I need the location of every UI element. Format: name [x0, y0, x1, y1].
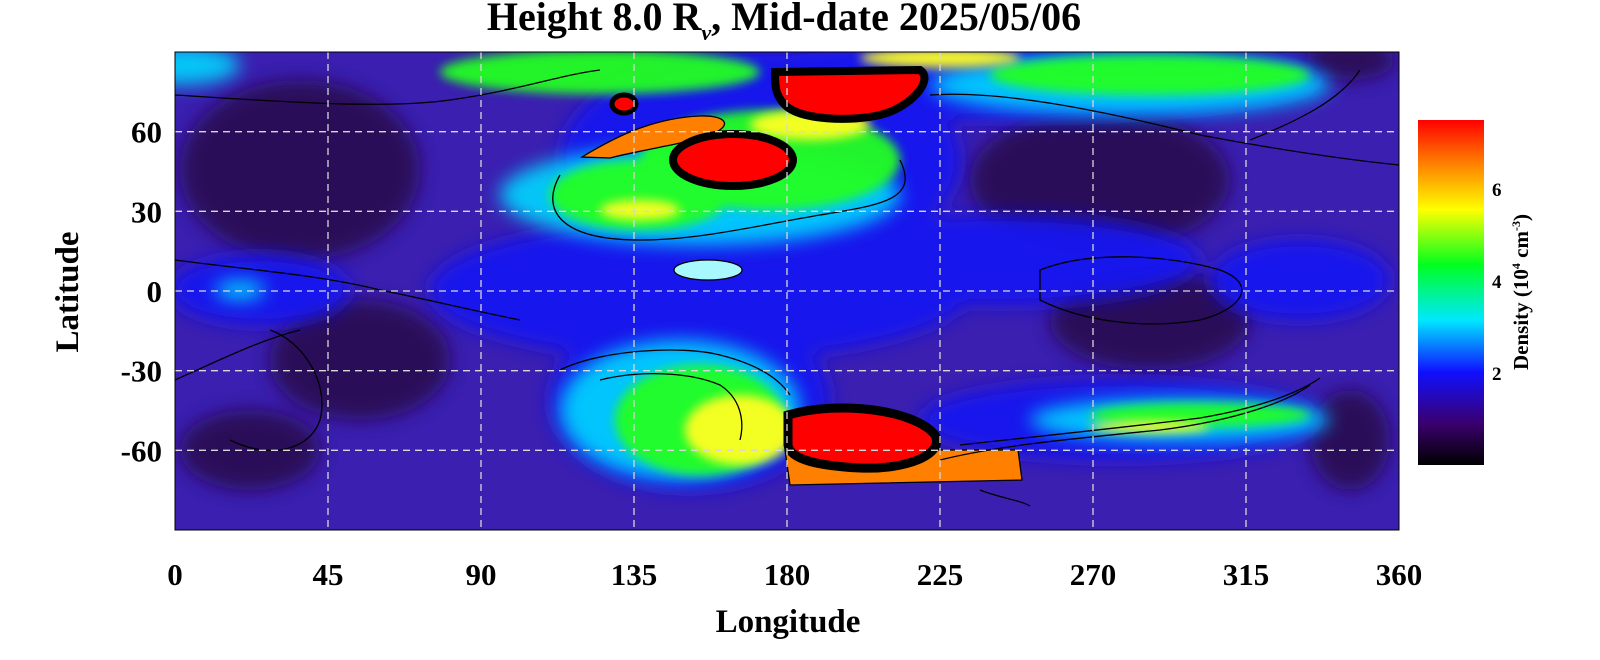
x-tick-label: 90: [466, 557, 497, 592]
density-field: [175, 52, 1399, 530]
y-tick-label: 60: [131, 115, 162, 150]
y-tick-label: 0: [147, 274, 163, 309]
colorbar: 2 4 6 Density (104 cm-3): [1418, 120, 1533, 465]
colorbar-tick-label: 4: [1492, 272, 1502, 293]
gridlines: [175, 52, 1399, 530]
x-tick-label: 180: [764, 557, 811, 592]
plot-frame: [174, 51, 1400, 531]
colorbar-tick-label: 6: [1492, 180, 1502, 201]
x-tick-label: 45: [313, 557, 344, 592]
colorbar-label: Density (104 cm-3): [1509, 214, 1533, 370]
contour-lines: [175, 69, 1399, 507]
x-tick-label: 315: [1223, 557, 1270, 592]
y-axis-label: Latitude: [50, 231, 86, 352]
colorbar-tick-label: 2: [1492, 364, 1502, 385]
high-density-blobs: [609, 65, 941, 473]
x-tick-label: 225: [917, 557, 964, 592]
chart-title: Height 8.0 Rν, Mid-date 2025/05/06: [487, 0, 1081, 45]
x-axis-label: Longitude: [716, 604, 861, 640]
x-tick-label: 270: [1070, 557, 1117, 592]
x-tick-label: 0: [167, 557, 183, 592]
x-axis-ticks: 0 45 90 135 180 225 270 315 360: [167, 557, 1422, 592]
x-tick-label: 360: [1376, 557, 1423, 592]
colorbar-ticks: 2 4 6: [1492, 180, 1502, 385]
y-axis-ticks: 60 30 0 -30 -60: [121, 115, 162, 469]
y-tick-label: 30: [131, 194, 162, 229]
colorbar-gradient: [1418, 120, 1484, 465]
y-tick-label: -60: [121, 433, 162, 468]
y-tick-label: -30: [121, 354, 162, 389]
x-tick-label: 135: [611, 557, 658, 592]
